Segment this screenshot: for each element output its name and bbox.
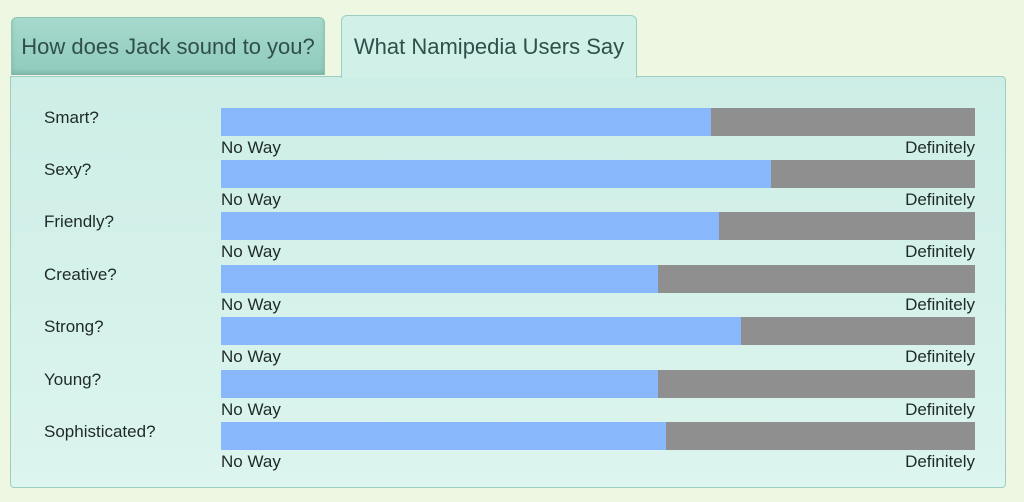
trait-label: Strong? [44, 317, 104, 336]
trait-row: Young? No Way Definitely [11, 370, 1007, 422]
scale-min-label: No Way [221, 400, 281, 419]
scale-max-label: Definitely [905, 400, 975, 419]
rating-bar [221, 317, 975, 345]
rating-bar-fill [221, 370, 659, 398]
trait-label: Creative? [44, 265, 117, 284]
scale-max-label: Definitely [905, 190, 975, 209]
rating-bar-fill [221, 265, 659, 293]
scale-max-label: Definitely [905, 138, 975, 157]
rating-bar [221, 422, 975, 450]
scale-max-label: Definitely [905, 347, 975, 366]
scale-max-label: Definitely [905, 452, 975, 471]
trait-label: Smart? [44, 108, 99, 127]
rating-bar-fill [221, 317, 742, 345]
scale-min-label: No Way [221, 295, 281, 314]
scale-min-label: No Way [221, 242, 281, 261]
rating-bar-fill [221, 212, 719, 240]
trait-row: Sophisticated? No Way Definitely [11, 422, 1007, 474]
rating-bar [221, 108, 975, 136]
ratings-panel: Smart? No Way Definitely Sexy? No Way De… [10, 76, 1006, 488]
trait-row: Friendly? No Way Definitely [11, 212, 1007, 264]
trait-label: Friendly? [44, 212, 114, 231]
scale-min-label: No Way [221, 347, 281, 366]
rating-bar-fill [221, 422, 666, 450]
trait-row: Creative? No Way Definitely [11, 265, 1007, 317]
rating-bar [221, 370, 975, 398]
scale-max-label: Definitely [905, 295, 975, 314]
scale-min-label: No Way [221, 138, 281, 157]
rating-bar-fill [221, 108, 712, 136]
rating-bar-fill [221, 160, 772, 188]
scale-min-label: No Way [221, 452, 281, 471]
rating-bar [221, 160, 975, 188]
trait-row: Sexy? No Way Definitely [11, 160, 1007, 212]
rating-bar [221, 212, 975, 240]
trait-label: Sexy? [44, 160, 92, 179]
tab-namipedia-users-say[interactable]: What Namipedia Users Say [341, 15, 637, 78]
scale-min-label: No Way [221, 190, 281, 209]
trait-label: Young? [44, 370, 102, 389]
trait-row: Smart? No Way Definitely [11, 108, 1007, 160]
scale-max-label: Definitely [905, 242, 975, 261]
trait-label: Sophisticated? [44, 422, 156, 441]
tab-how-does-jack-sound[interactable]: How does Jack sound to you? [11, 17, 325, 75]
trait-row: Strong? No Way Definitely [11, 317, 1007, 369]
rating-bar [221, 265, 975, 293]
